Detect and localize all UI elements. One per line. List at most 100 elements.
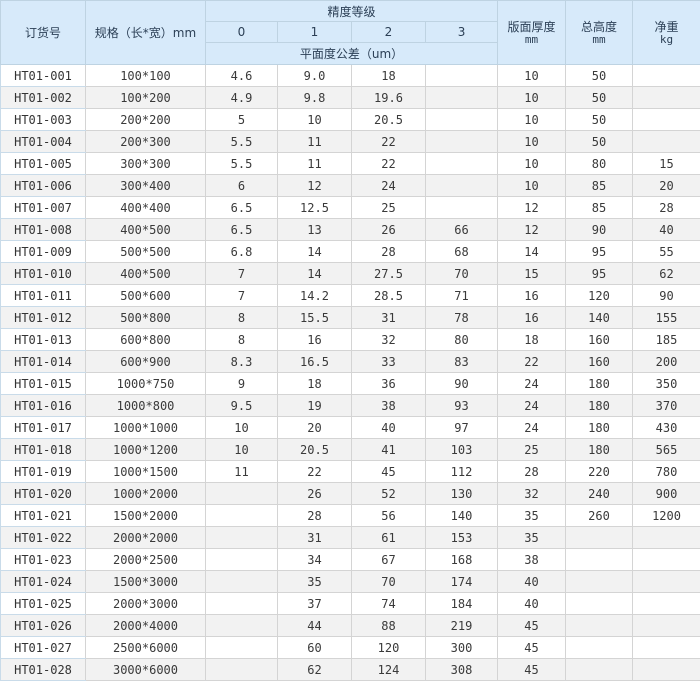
table-row: HT01-026 2000*4000 44 88 219 45 xyxy=(0,614,700,637)
cell-height: 160 xyxy=(565,328,634,351)
cell-order-no: HT01-021 xyxy=(0,504,86,527)
cell-grade-1: 20 xyxy=(277,416,352,439)
cell-grade-0 xyxy=(205,526,278,549)
table-row: HT01-020 1000*2000 26 52 130 32 240 900 xyxy=(0,482,700,505)
cell-order-no: HT01-026 xyxy=(0,614,86,637)
cell-weight: 15 xyxy=(632,152,700,175)
cell-weight xyxy=(632,548,700,571)
col-header-flatness: 平面度公差（um） xyxy=(204,42,499,65)
col-header-grade-3: 3 xyxy=(424,21,499,43)
cell-grade-2: 61 xyxy=(351,526,426,549)
cell-grade-3 xyxy=(424,64,499,87)
cell-grade-2: 27.5 xyxy=(351,262,426,285)
cell-thickness: 22 xyxy=(497,350,567,373)
cell-order-no: HT01-022 xyxy=(0,526,86,549)
cell-height: 95 xyxy=(565,262,634,285)
cell-grade-3 xyxy=(424,86,499,109)
cell-grade-0: 9.5 xyxy=(205,394,278,417)
cell-order-no: HT01-007 xyxy=(0,196,86,219)
cell-weight: 900 xyxy=(632,482,700,505)
cell-grade-0: 11 xyxy=(205,460,278,483)
cell-spec: 400*400 xyxy=(85,196,206,219)
cell-grade-3: 68 xyxy=(424,240,499,263)
cell-spec: 500*800 xyxy=(85,306,206,329)
cell-order-no: HT01-015 xyxy=(0,372,86,395)
cell-grade-3: 71 xyxy=(424,284,499,307)
cell-grade-1: 62 xyxy=(277,658,352,681)
cell-height xyxy=(565,548,634,571)
cell-thickness: 35 xyxy=(497,526,567,549)
cell-order-no: HT01-020 xyxy=(0,482,86,505)
cell-weight xyxy=(632,570,700,593)
cell-grade-3 xyxy=(424,174,499,197)
cell-thickness: 10 xyxy=(497,130,567,153)
cell-grade-1: 34 xyxy=(277,548,352,571)
cell-height xyxy=(565,526,634,549)
cell-grade-1: 13 xyxy=(277,218,352,241)
cell-grade-2: 36 xyxy=(351,372,426,395)
table-row: HT01-023 2000*2500 34 67 168 38 xyxy=(0,548,700,571)
cell-grade-2: 124 xyxy=(351,658,426,681)
cell-height: 120 xyxy=(565,284,634,307)
cell-grade-2: 28 xyxy=(351,240,426,263)
cell-grade-3: 112 xyxy=(424,460,499,483)
col-header-height: 总高度 mm xyxy=(565,0,634,65)
height-label: 总高度 xyxy=(581,19,618,34)
cell-order-no: HT01-025 xyxy=(0,592,86,615)
cell-grade-2: 120 xyxy=(351,636,426,659)
cell-grade-3: 174 xyxy=(424,570,499,593)
cell-thickness: 32 xyxy=(497,482,567,505)
table-row: HT01-015 1000*750 9 18 36 90 24 180 350 xyxy=(0,372,700,395)
cell-height: 180 xyxy=(565,394,634,417)
cell-order-no: HT01-016 xyxy=(0,394,86,417)
cell-thickness: 12 xyxy=(497,218,567,241)
cell-weight: 370 xyxy=(632,394,700,417)
cell-thickness: 45 xyxy=(497,614,567,637)
cell-grade-3: 97 xyxy=(424,416,499,439)
table-row: HT01-001 100*100 4.6 9.0 18 10 50 xyxy=(0,64,700,87)
cell-grade-2: 67 xyxy=(351,548,426,571)
weight-unit: kg xyxy=(659,32,674,46)
cell-spec: 500*500 xyxy=(85,240,206,263)
cell-grade-3: 80 xyxy=(424,328,499,351)
cell-grade-2: 45 xyxy=(351,460,426,483)
cell-spec: 1000*1500 xyxy=(85,460,206,483)
cell-grade-0: 4.9 xyxy=(205,86,278,109)
table-row: HT01-027 2500*6000 60 120 300 45 xyxy=(0,636,700,659)
col-header-weight: 净重 kg xyxy=(632,0,700,65)
table-row: HT01-016 1000*800 9.5 19 38 93 24 180 370 xyxy=(0,394,700,417)
cell-grade-3: 308 xyxy=(424,658,499,681)
cell-order-no: HT01-018 xyxy=(0,438,86,461)
cell-grade-1: 60 xyxy=(277,636,352,659)
cell-weight: 28 xyxy=(632,196,700,219)
cell-thickness: 24 xyxy=(497,394,567,417)
cell-grade-1: 14.2 xyxy=(277,284,352,307)
cell-weight: 430 xyxy=(632,416,700,439)
cell-grade-1: 31 xyxy=(277,526,352,549)
cell-weight: 62 xyxy=(632,262,700,285)
cell-grade-0 xyxy=(205,614,278,637)
cell-thickness: 25 xyxy=(497,438,567,461)
table-row: HT01-011 500*600 7 14.2 28.5 71 16 120 90 xyxy=(0,284,700,307)
header-row-flatness: 平面度公差（um） xyxy=(1,42,700,65)
cell-order-no: HT01-027 xyxy=(0,636,86,659)
cell-grade-1: 14 xyxy=(277,262,352,285)
cell-grade-3: 140 xyxy=(424,504,499,527)
cell-grade-2: 74 xyxy=(351,592,426,615)
cell-grade-3: 103 xyxy=(424,438,499,461)
cell-order-no: HT01-008 xyxy=(0,218,86,241)
cell-grade-3 xyxy=(424,152,499,175)
cell-thickness: 24 xyxy=(497,372,567,395)
cell-grade-2: 19.6 xyxy=(351,86,426,109)
table-row: HT01-006 300*400 6 12 24 10 85 20 xyxy=(0,174,700,197)
cell-grade-1: 35 xyxy=(277,570,352,593)
cell-grade-2: 25 xyxy=(351,196,426,219)
cell-grade-0: 8.3 xyxy=(205,350,278,373)
cell-spec: 400*500 xyxy=(85,262,206,285)
cell-grade-2: 40 xyxy=(351,416,426,439)
cell-grade-2: 33 xyxy=(351,350,426,373)
cell-height: 180 xyxy=(565,438,634,461)
cell-grade-3: 184 xyxy=(424,592,499,615)
cell-spec: 600*800 xyxy=(85,328,206,351)
cell-grade-0: 7 xyxy=(205,284,278,307)
